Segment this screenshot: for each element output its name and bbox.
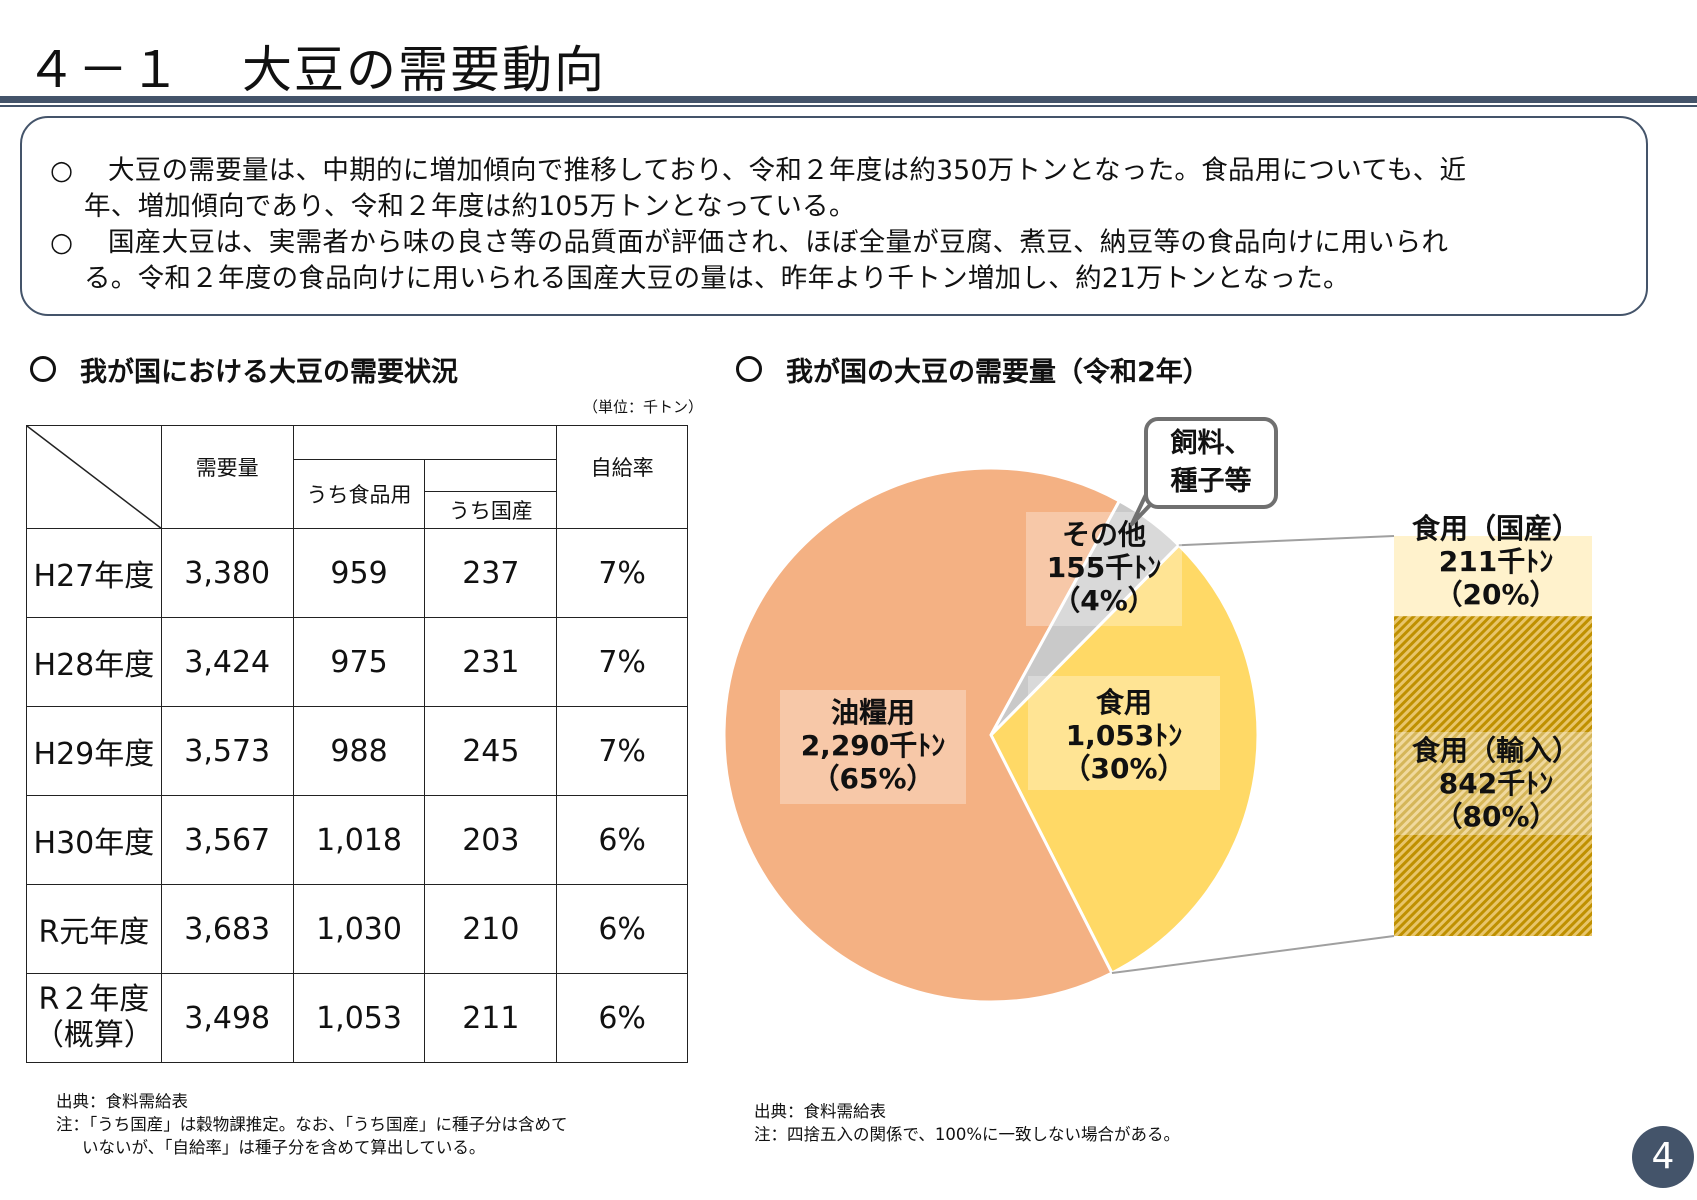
pie-label-oil: 油糧用 2,290千ﾄﾝ （65%） xyxy=(780,690,966,804)
circle-bullet-icon xyxy=(30,356,56,382)
header-domestic: うち国産 xyxy=(424,491,558,529)
header-rule-thin xyxy=(0,105,1697,107)
section-number: ４－１ xyxy=(26,41,182,99)
table-row: R元年度 3,683 1,030 210 6% xyxy=(26,884,688,974)
header-demand: 需要量 xyxy=(160,425,294,529)
page-number-badge: 4 xyxy=(1632,1126,1694,1188)
bar-label-import: 食用（輸入） 842千ﾄﾝ （80%） xyxy=(1396,732,1596,835)
table-row: R２年度 （概算） 3,498 1,053 211 6% xyxy=(26,973,688,1063)
table-row: H29年度 3,573 988 245 7% xyxy=(26,706,688,796)
table-row: H27年度 3,380 959 237 7% xyxy=(26,528,688,618)
pie-slice-1 xyxy=(989,498,1181,737)
section-title: 大豆の需要動向 xyxy=(242,41,606,99)
callout-feed-seed: 飼料、 種子等 xyxy=(1144,417,1278,509)
summary-line: ○ 大豆の需要量は、中期的に増加傾向で推移しており、令和２年度は約350万トンとな… xyxy=(50,155,1467,186)
header-rule-thick xyxy=(0,96,1697,103)
table-source: 出典：食料需給表 注：「うち国産」は穀物課推定。なお、「うち国産」に種子分は含め… xyxy=(56,1092,568,1157)
pie-label-food: 食用 1,053ﾄﾝ （30%） xyxy=(1028,676,1220,790)
pie-slice-0 xyxy=(722,466,1122,1004)
bullet-icon: ○ xyxy=(50,155,74,186)
diagonal-line xyxy=(27,426,162,529)
circle-bullet-icon xyxy=(736,356,762,382)
unit-label: （単位：千トン） xyxy=(583,398,704,416)
bullet-icon: ○ xyxy=(50,227,74,258)
connector-line-0 xyxy=(1178,535,1395,547)
chart-source: 出典：食料需給表 注：四捨五入の関係で、100%に一致しない場合がある。 xyxy=(754,1102,1181,1144)
summary-box: ○ 大豆の需要量は、中期的に増加傾向で推移しており、令和２年度は約350万トンとな… xyxy=(20,116,1648,316)
pie-label-other: その他 155千ﾄﾝ （4%） xyxy=(1026,512,1182,626)
page-title: ４－１ 大豆の需要動向 xyxy=(26,30,606,102)
bar-label-domestic: 食用（国産） 211千ﾄﾝ （20%） xyxy=(1411,512,1580,611)
bar-segment-1 xyxy=(1394,616,1592,936)
connector-line-1 xyxy=(1111,935,1395,975)
summary-line: る。令和２年度の食品向けに用いられる国産大豆の量は、昨年より千トン増加し、約21… xyxy=(84,263,1350,294)
demand-table: 需要量 自給率 うち食品用 うち国産 H27年度 3,380 959 237 7… xyxy=(26,425,688,1063)
bar-segment-0 xyxy=(1394,536,1592,617)
summary-line: 年、増加傾向であり、令和２年度は約105万トンとなっている。 xyxy=(84,191,856,222)
summary-line: ○ 国産大豆は、実需者から味の良さ等の品質面が評価され、ほぼ全量が豆腐、煮豆、納豆… xyxy=(50,227,1449,258)
corner-cell xyxy=(26,425,162,529)
chart-section-title: 我が国の大豆の需要量（令和2年） xyxy=(736,350,1210,389)
table-row: H28年度 3,424 975 231 7% xyxy=(26,617,688,707)
table-section-title: 我が国における大豆の需要状況 xyxy=(30,350,458,389)
header-blank xyxy=(292,425,557,460)
header-food: うち食品用 xyxy=(292,459,426,529)
